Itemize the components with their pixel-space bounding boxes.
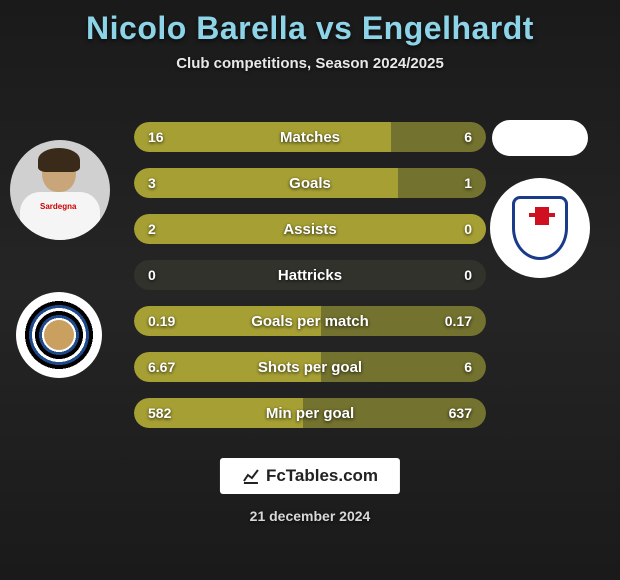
page-title: Nicolo Barella vs Engelhardt (0, 0, 620, 47)
player-hair (38, 148, 80, 172)
stat-bar-left (134, 306, 321, 336)
player-shirt-text: Sardegna (40, 202, 76, 211)
stat-bar-right (303, 398, 486, 428)
stat-label: Hattricks (134, 260, 486, 290)
stat-row: Goals per match0.190.17 (134, 306, 486, 336)
club-logo-right (490, 178, 590, 278)
footer-brand: FcTables.com (220, 458, 400, 494)
footer-brand-text: FcTables.com (266, 466, 378, 486)
stat-bar-left (134, 122, 391, 152)
stat-bar-right (398, 168, 486, 198)
infographic: Nicolo Barella vs Engelhardt Club compet… (0, 0, 620, 580)
como-logo-icon (512, 196, 568, 260)
stat-row: Assists20 (134, 214, 486, 244)
player-photo-left: Sardegna (10, 140, 110, 240)
stat-bar-left (134, 168, 398, 198)
footer-date: 21 december 2024 (0, 508, 620, 524)
player-photo-right (492, 120, 588, 156)
stat-row: Min per goal582637 (134, 398, 486, 428)
stat-value-left: 0 (148, 260, 156, 290)
stat-bar-left (134, 352, 321, 382)
stat-bar-right (391, 122, 486, 152)
page-subtitle: Club competitions, Season 2024/2025 (0, 55, 620, 72)
stat-value-right: 0 (464, 260, 472, 290)
stat-bar-left (134, 398, 303, 428)
inter-logo-icon (24, 300, 94, 370)
stat-bar-left (134, 214, 486, 244)
stat-row: Hattricks0 0 (134, 260, 486, 290)
chart-icon (242, 467, 260, 485)
stat-row: Shots per goal6.676 (134, 352, 486, 382)
stat-bars: Matches166 Goals31 Assists20 Hattricks0 0 Goa… (134, 122, 486, 444)
stat-bar-right (321, 306, 486, 336)
club-logo-left (16, 292, 102, 378)
player-shirt (20, 192, 100, 240)
stat-row: Matches166 (134, 122, 486, 152)
stat-bar-right (321, 352, 486, 382)
stat-row: Goals31 (134, 168, 486, 198)
